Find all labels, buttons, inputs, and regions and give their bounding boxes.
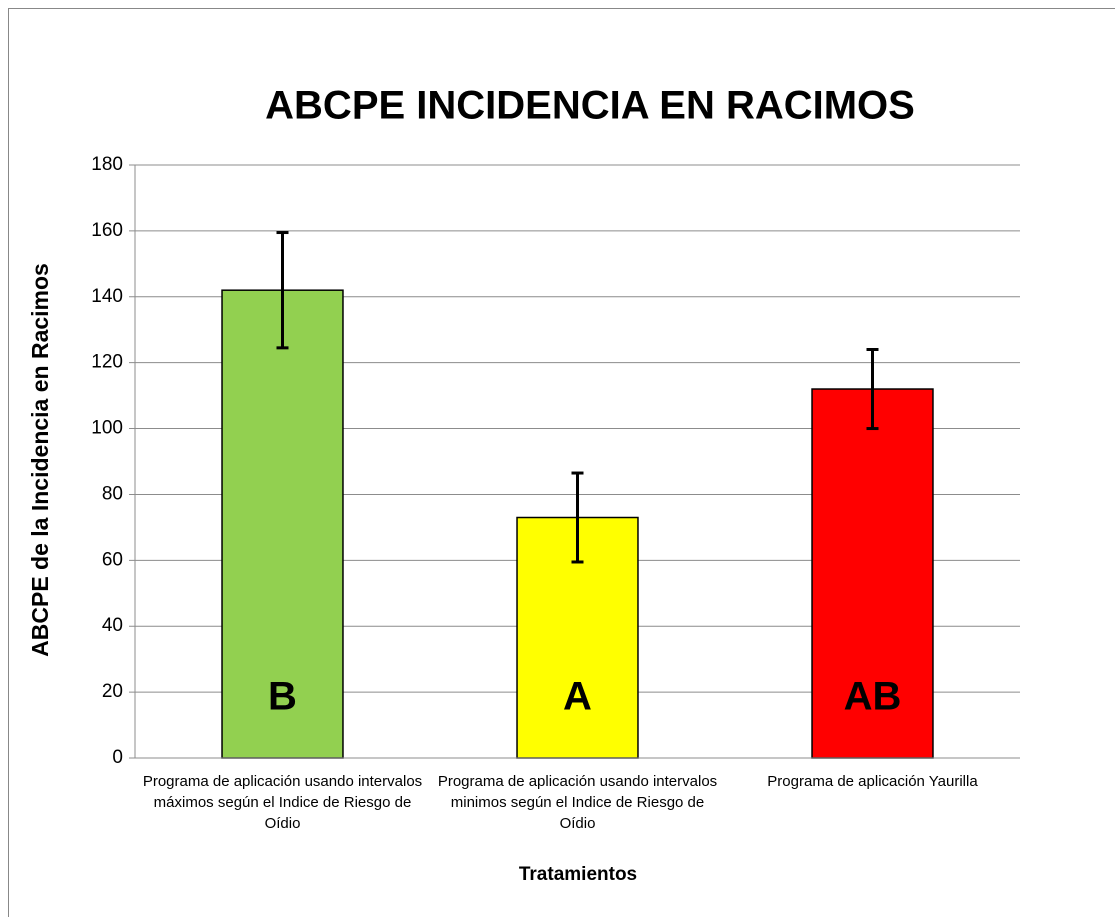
y-tick-label: 0	[112, 747, 123, 768]
y-tick-label: 40	[102, 615, 123, 636]
x-tick-label: Programa de aplicación usando intervalos…	[142, 773, 423, 832]
y-tick-label: 80	[102, 483, 123, 504]
error-bar	[276, 231, 289, 350]
bar-annotation: AB	[844, 675, 902, 719]
bar-annotation: B	[268, 675, 297, 719]
y-tick-label: 140	[91, 286, 123, 307]
x-tick-label: Programa de aplicación usando intervalos…	[437, 773, 718, 832]
bar	[811, 388, 934, 759]
chart-title: ABCPE INCIDENCIA EN RACIMOS	[265, 84, 915, 128]
y-tick-label: 160	[91, 220, 123, 241]
x-tick-label: Programa de aplicación Yaurilla	[767, 773, 978, 790]
y-axis-label: ABCPE de la Incidencia en Racimos	[27, 263, 53, 657]
bar-annotation: A	[563, 675, 592, 719]
y-tick-label: 100	[91, 418, 123, 439]
chart-border	[8, 8, 1115, 917]
y-tick-label: 180	[91, 154, 123, 175]
y-tick-label: 60	[102, 549, 123, 570]
error-bar	[571, 471, 584, 564]
y-tick-label: 20	[102, 681, 123, 702]
x-axis-label: Tratamientos	[519, 864, 637, 885]
y-tick-label: 120	[91, 352, 123, 373]
error-bar	[866, 347, 879, 431]
